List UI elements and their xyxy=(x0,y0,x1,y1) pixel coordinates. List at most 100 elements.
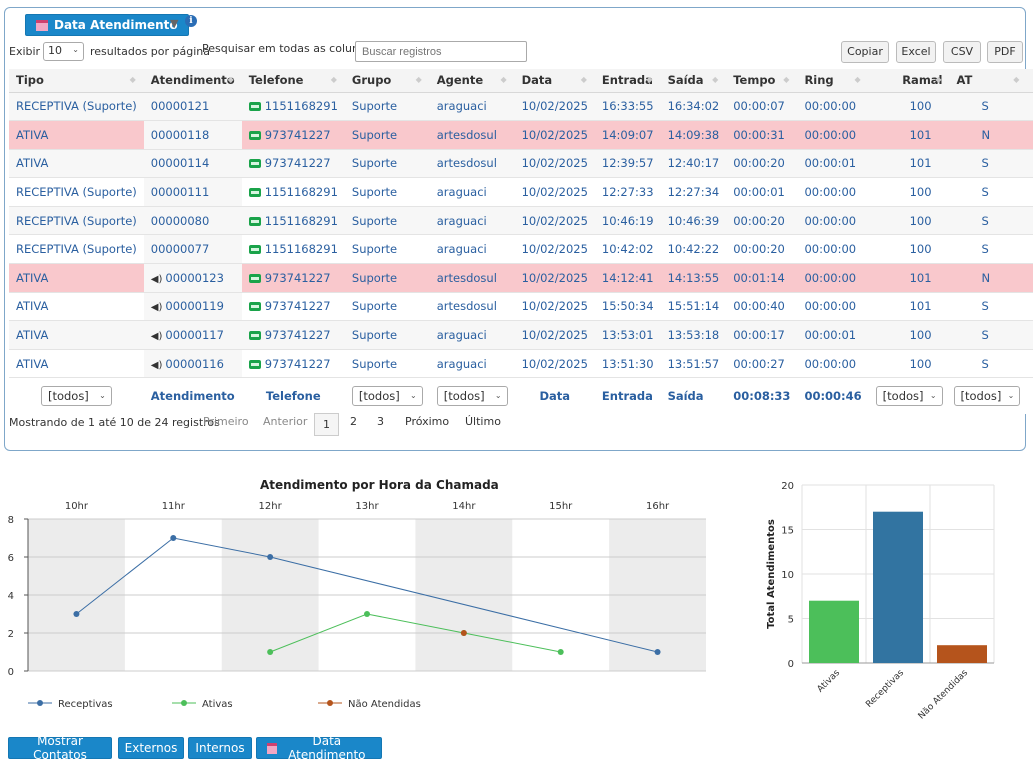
series-line-ativas xyxy=(269,613,561,653)
cell-data: 10/02/2025 xyxy=(514,349,595,379)
cell-aor xyxy=(1027,177,1033,207)
phone-icon xyxy=(248,159,261,169)
cell-atendimento: 00000114 xyxy=(143,149,242,179)
excel-button[interactable]: Excel xyxy=(896,41,936,63)
table-row[interactable]: ATIVA 00000118 973741227 Suporte artesdosul 1… xyxy=(9,120,1033,150)
x-tick-label: 11hr xyxy=(162,501,186,512)
bar-chart: 0 5 10 15 20 Total Atendimentos Ativas Receptiv… xyxy=(766,481,995,721)
pager-next[interactable]: Próximo xyxy=(405,415,450,428)
sort-icon: ◆ xyxy=(415,75,422,84)
sort-icon: ◆ xyxy=(1013,75,1020,84)
pager-page-2[interactable]: 2 xyxy=(350,415,357,428)
speaker-icon[interactable]: ◀) xyxy=(150,359,163,371)
cell-entrada: 16:33:55 xyxy=(594,92,661,122)
table-row[interactable]: RECEPTIVA (Suporte) 00000080 1151168291 Sup… xyxy=(9,206,1033,236)
cell-data: 10/02/2025 xyxy=(514,263,595,293)
cell-data: 10/02/2025 xyxy=(514,320,595,350)
cell-ring: 00:00:01 xyxy=(797,320,869,350)
cell-at: S xyxy=(949,234,1028,265)
column-header-ramal[interactable]: Ramal ◆ xyxy=(868,69,950,93)
column-header-sada[interactable]: Saída ◆ xyxy=(660,69,727,93)
sort-icon: ◆ xyxy=(854,75,861,84)
cell-tipo: ATIVA xyxy=(9,120,144,150)
phone-icon xyxy=(248,273,261,283)
pager-page-3[interactable]: 3 xyxy=(377,415,384,428)
cell-data: 10/02/2025 xyxy=(514,234,595,265)
pager-previous[interactable]: Anterior xyxy=(263,415,308,428)
cell-tipo: RECEPTIVA (Suporte) xyxy=(9,206,144,236)
agente-filter-select[interactable]: [todos] ⌄ xyxy=(436,386,508,407)
cell-ring: 00:00:00 xyxy=(797,177,869,207)
speaker-icon[interactable]: ◀) xyxy=(150,302,163,314)
table-row[interactable]: ATIVA 00000114 973741227 Suporte artesdosul 1… xyxy=(9,149,1033,179)
y-tick-label: 8 xyxy=(8,515,14,526)
pdf-button[interactable]: PDF xyxy=(987,41,1023,63)
cell-saida: 13:51:57 xyxy=(660,349,727,379)
footer-atendimento: Atendimento xyxy=(143,377,242,414)
cell-data: 10/02/2025 xyxy=(514,292,595,322)
table-row[interactable]: ATIVA ◀) 00000119 973741227 Suporte artesdosu… xyxy=(9,292,1033,322)
table-row[interactable]: RECEPTIVA (Suporte) 00000111 1151168291 Sup… xyxy=(9,177,1033,207)
grupo-filter-select[interactable]: [todos] ⌄ xyxy=(351,386,423,407)
copy-button[interactable]: Copiar xyxy=(841,41,889,63)
info-icon[interactable]: i xyxy=(185,15,197,27)
speaker-icon[interactable]: ◀) xyxy=(150,331,163,343)
column-header-entrada[interactable]: Entrada ◆ xyxy=(594,69,661,93)
bar-receptivas xyxy=(873,511,923,663)
speaker-icon[interactable]: ◀) xyxy=(150,273,163,285)
exibir-label: Exibir xyxy=(9,45,41,58)
cell-tipo: ATIVA xyxy=(9,349,144,379)
cell-grupo: Suporte xyxy=(344,149,430,179)
internal-button[interactable]: Internos xyxy=(188,737,252,759)
cell-tempo: 00:01:14 xyxy=(726,263,798,293)
data-point xyxy=(364,611,370,617)
cell-aor xyxy=(1027,320,1033,350)
column-header-telefone[interactable]: Telefone ◆ xyxy=(241,69,345,93)
y-tick-label: 5 xyxy=(788,615,794,626)
column-header-ring[interactable]: Ring ◆ xyxy=(797,69,869,93)
cell-saida: 15:51:14 xyxy=(660,292,727,322)
column-header-atendimento[interactable]: Atendimento ◆ xyxy=(143,69,242,93)
ramal-filter-select[interactable]: [todos] ⌄ xyxy=(875,386,943,407)
cell-aor xyxy=(1027,120,1033,150)
show-contacts-button[interactable]: Mostrar Contatos xyxy=(8,734,112,762)
at-filter-select[interactable]: [todos] ⌄ xyxy=(953,386,1021,407)
cell-ramal: 101 xyxy=(868,292,950,322)
cell-entrada: 13:51:30 xyxy=(594,349,661,379)
y-tick-label: 6 xyxy=(8,553,14,564)
y-tick-label: 15 xyxy=(781,526,794,537)
table-row[interactable]: ATIVA ◀) 00000123 973741227 Suporte artesdosu… xyxy=(9,263,1033,293)
column-header-agente[interactable]: Agente ◆ xyxy=(429,69,515,93)
table-row[interactable]: RECEPTIVA (Suporte) 00000077 1151168291 Sup… xyxy=(9,234,1033,265)
search-input[interactable] xyxy=(355,41,527,62)
table-row[interactable]: ATIVA ◀) 00000116 973741227 Suporte araguaci 1… xyxy=(9,349,1033,379)
pager-first[interactable]: Primeiro xyxy=(203,415,249,428)
cell-at: S xyxy=(949,320,1028,350)
table-row[interactable]: ATIVA ◀) 00000117 973741227 Suporte araguaci 1… xyxy=(9,320,1033,350)
table-row[interactable]: RECEPTIVA (Suporte) 00000121 1151168291 Sup… xyxy=(9,92,1033,122)
sort-icon: ◆ xyxy=(580,75,587,84)
column-header-tempo[interactable]: Tempo ◆ xyxy=(726,69,798,93)
cell-entrada: 10:42:02 xyxy=(594,234,661,265)
cell-at: S xyxy=(949,349,1028,379)
column-header-grupo[interactable]: Grupo ◆ xyxy=(344,69,430,93)
column-header-tipo[interactable]: Tipo ◆ xyxy=(9,69,144,93)
cell-at: N xyxy=(949,120,1028,150)
column-header-at[interactable]: AT ◆ xyxy=(949,69,1028,93)
resultados-label: resultados por página xyxy=(90,45,211,58)
tipo-filter-select[interactable]: [todos] ⌄ xyxy=(40,386,112,407)
column-header-data[interactable]: Data ◆ xyxy=(514,69,595,93)
cell-atendimento: 00000111 xyxy=(143,177,242,207)
legend-marker xyxy=(181,700,187,706)
cell-grupo: Suporte xyxy=(344,234,430,265)
date-atendimento-button[interactable]: Data Atendimento xyxy=(256,734,382,762)
page-size-select[interactable]: 10 ⌄ xyxy=(43,42,84,61)
pager-page-1[interactable]: 1 xyxy=(314,413,339,436)
column-header-aor[interactable]: AOR◆ xyxy=(1027,69,1033,93)
filter-icon[interactable]: ▼ xyxy=(170,17,179,30)
pager-last[interactable]: Último xyxy=(465,415,501,428)
cell-at: S xyxy=(949,292,1028,322)
date-filter-button[interactable]: Data Atendimento xyxy=(25,14,189,36)
external-button[interactable]: Externos xyxy=(118,737,184,759)
csv-button[interactable]: CSV xyxy=(943,41,981,63)
